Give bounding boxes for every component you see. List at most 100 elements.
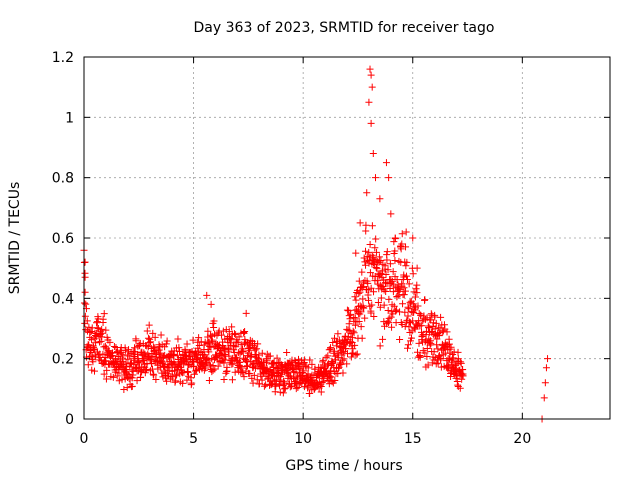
data-point <box>381 265 389 273</box>
data-point <box>244 362 252 370</box>
data-point <box>452 361 460 369</box>
data-point <box>202 364 210 372</box>
data-point <box>176 348 184 356</box>
data-point <box>351 314 359 322</box>
data-point <box>220 376 228 384</box>
data-point <box>444 361 452 369</box>
data-point <box>422 327 430 335</box>
data-point <box>342 345 350 353</box>
data-point <box>234 349 242 357</box>
data-point <box>356 219 364 227</box>
data-point <box>339 369 347 377</box>
data-point <box>306 390 314 398</box>
data-point <box>255 380 263 388</box>
data-point <box>399 300 407 308</box>
data-point <box>251 346 259 354</box>
data-point <box>100 357 108 365</box>
data-point <box>435 332 443 340</box>
data-point <box>345 307 353 315</box>
data-point <box>163 337 171 345</box>
data-point <box>173 371 181 379</box>
data-point <box>383 248 391 256</box>
data-point <box>203 291 211 299</box>
data-point <box>387 210 395 218</box>
data-point <box>271 373 279 381</box>
data-point <box>241 328 249 336</box>
data-point <box>334 330 342 338</box>
data-point <box>358 268 366 276</box>
data-point <box>87 352 95 360</box>
data-point <box>347 353 355 361</box>
data-point <box>243 362 251 370</box>
data-point <box>388 323 396 331</box>
data-point <box>390 238 398 246</box>
data-point <box>421 349 429 357</box>
data-point <box>171 377 179 385</box>
data-point <box>363 189 371 197</box>
data-point <box>123 384 131 392</box>
data-point <box>398 230 406 238</box>
data-point <box>367 119 375 127</box>
data-point <box>375 253 383 261</box>
data-point <box>146 339 154 347</box>
data-point <box>273 354 281 362</box>
data-point <box>239 347 247 355</box>
data-point <box>110 359 118 367</box>
data-point <box>205 356 213 364</box>
data-point <box>110 342 118 350</box>
data-point <box>335 336 343 344</box>
data-point <box>377 294 385 302</box>
data-point <box>228 323 236 331</box>
data-point <box>372 264 380 272</box>
data-point <box>361 314 369 322</box>
data-point <box>183 368 191 376</box>
data-point <box>344 326 352 334</box>
data-point <box>93 319 101 327</box>
data-point <box>346 315 354 323</box>
data-point <box>349 327 357 335</box>
data-point <box>295 355 303 363</box>
data-point <box>206 331 214 339</box>
data-point <box>394 281 402 289</box>
data-point <box>443 328 451 336</box>
data-point <box>172 372 180 380</box>
data-point <box>174 335 182 343</box>
data-point <box>338 356 346 364</box>
data-point <box>92 339 100 347</box>
data-point <box>103 366 111 374</box>
y-tick-label: 1 <box>65 110 74 126</box>
data-point <box>334 370 342 378</box>
data-point <box>149 343 157 351</box>
data-point <box>393 276 401 284</box>
data-point <box>423 345 431 353</box>
data-point <box>137 373 145 381</box>
data-point <box>385 174 393 182</box>
data-point <box>324 352 332 360</box>
data-point <box>143 342 151 350</box>
data-point <box>358 283 366 291</box>
data-point <box>221 356 229 364</box>
data-point <box>351 321 359 329</box>
data-point <box>413 281 421 289</box>
data-point <box>311 365 319 373</box>
data-point <box>304 370 312 378</box>
data-point <box>390 302 398 310</box>
data-point <box>145 321 153 329</box>
data-point <box>177 363 185 371</box>
data-point <box>208 336 215 344</box>
data-point <box>147 338 155 346</box>
data-point <box>291 379 299 387</box>
data-point <box>405 323 413 331</box>
data-point <box>324 361 332 369</box>
data-point <box>206 361 214 369</box>
data-point <box>142 366 150 374</box>
data-point <box>191 367 199 375</box>
data-point <box>320 377 328 385</box>
data-point <box>401 308 409 316</box>
data-point <box>163 377 171 385</box>
data-point <box>385 319 393 327</box>
data-point <box>100 310 108 318</box>
data-point <box>439 327 447 335</box>
data-point <box>353 350 361 358</box>
data-point <box>377 256 385 264</box>
